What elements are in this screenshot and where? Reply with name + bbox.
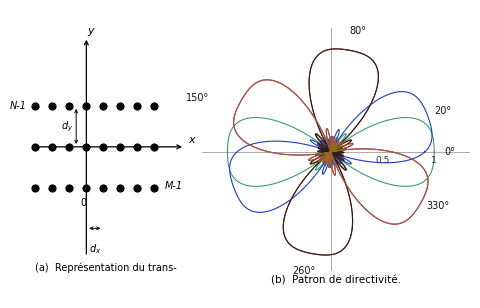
- Text: 0: 0: [80, 198, 86, 208]
- Point: [48, 144, 56, 149]
- Text: $d_x$: $d_x$: [89, 243, 101, 256]
- Text: $d_y$: $d_y$: [61, 119, 73, 134]
- Point: [99, 144, 107, 149]
- Point: [48, 185, 56, 190]
- Text: 20°: 20°: [434, 106, 451, 116]
- Point: [32, 185, 39, 190]
- Text: M-1: M-1: [165, 180, 183, 191]
- Text: y: y: [87, 26, 94, 36]
- Point: [66, 185, 73, 190]
- Text: 0°: 0°: [444, 147, 456, 157]
- Text: x: x: [188, 135, 195, 145]
- Point: [83, 185, 90, 190]
- Text: 80°: 80°: [349, 26, 366, 36]
- Point: [32, 104, 39, 109]
- Point: [83, 104, 90, 109]
- Text: 0.5: 0.5: [375, 156, 390, 165]
- Point: [83, 144, 90, 149]
- Point: [151, 104, 158, 109]
- Point: [151, 144, 158, 149]
- Point: [133, 104, 141, 109]
- Text: (a)  Représentation du trans-: (a) Représentation du trans-: [36, 263, 177, 274]
- Point: [133, 144, 141, 149]
- Text: (b)  Patron de directivité.: (b) Patron de directivité.: [271, 276, 401, 286]
- Text: 150°: 150°: [186, 93, 209, 103]
- Point: [66, 144, 73, 149]
- Point: [99, 185, 107, 190]
- Point: [151, 185, 158, 190]
- Point: [117, 144, 124, 149]
- Point: [99, 104, 107, 109]
- Point: [117, 185, 124, 190]
- Text: N-1: N-1: [10, 101, 27, 111]
- Point: [32, 144, 39, 149]
- Text: 260°: 260°: [292, 266, 315, 276]
- Point: [48, 104, 56, 109]
- Point: [117, 104, 124, 109]
- Text: 330°: 330°: [426, 201, 449, 211]
- Point: [66, 104, 73, 109]
- Text: 1: 1: [432, 156, 437, 165]
- Point: [133, 185, 141, 190]
